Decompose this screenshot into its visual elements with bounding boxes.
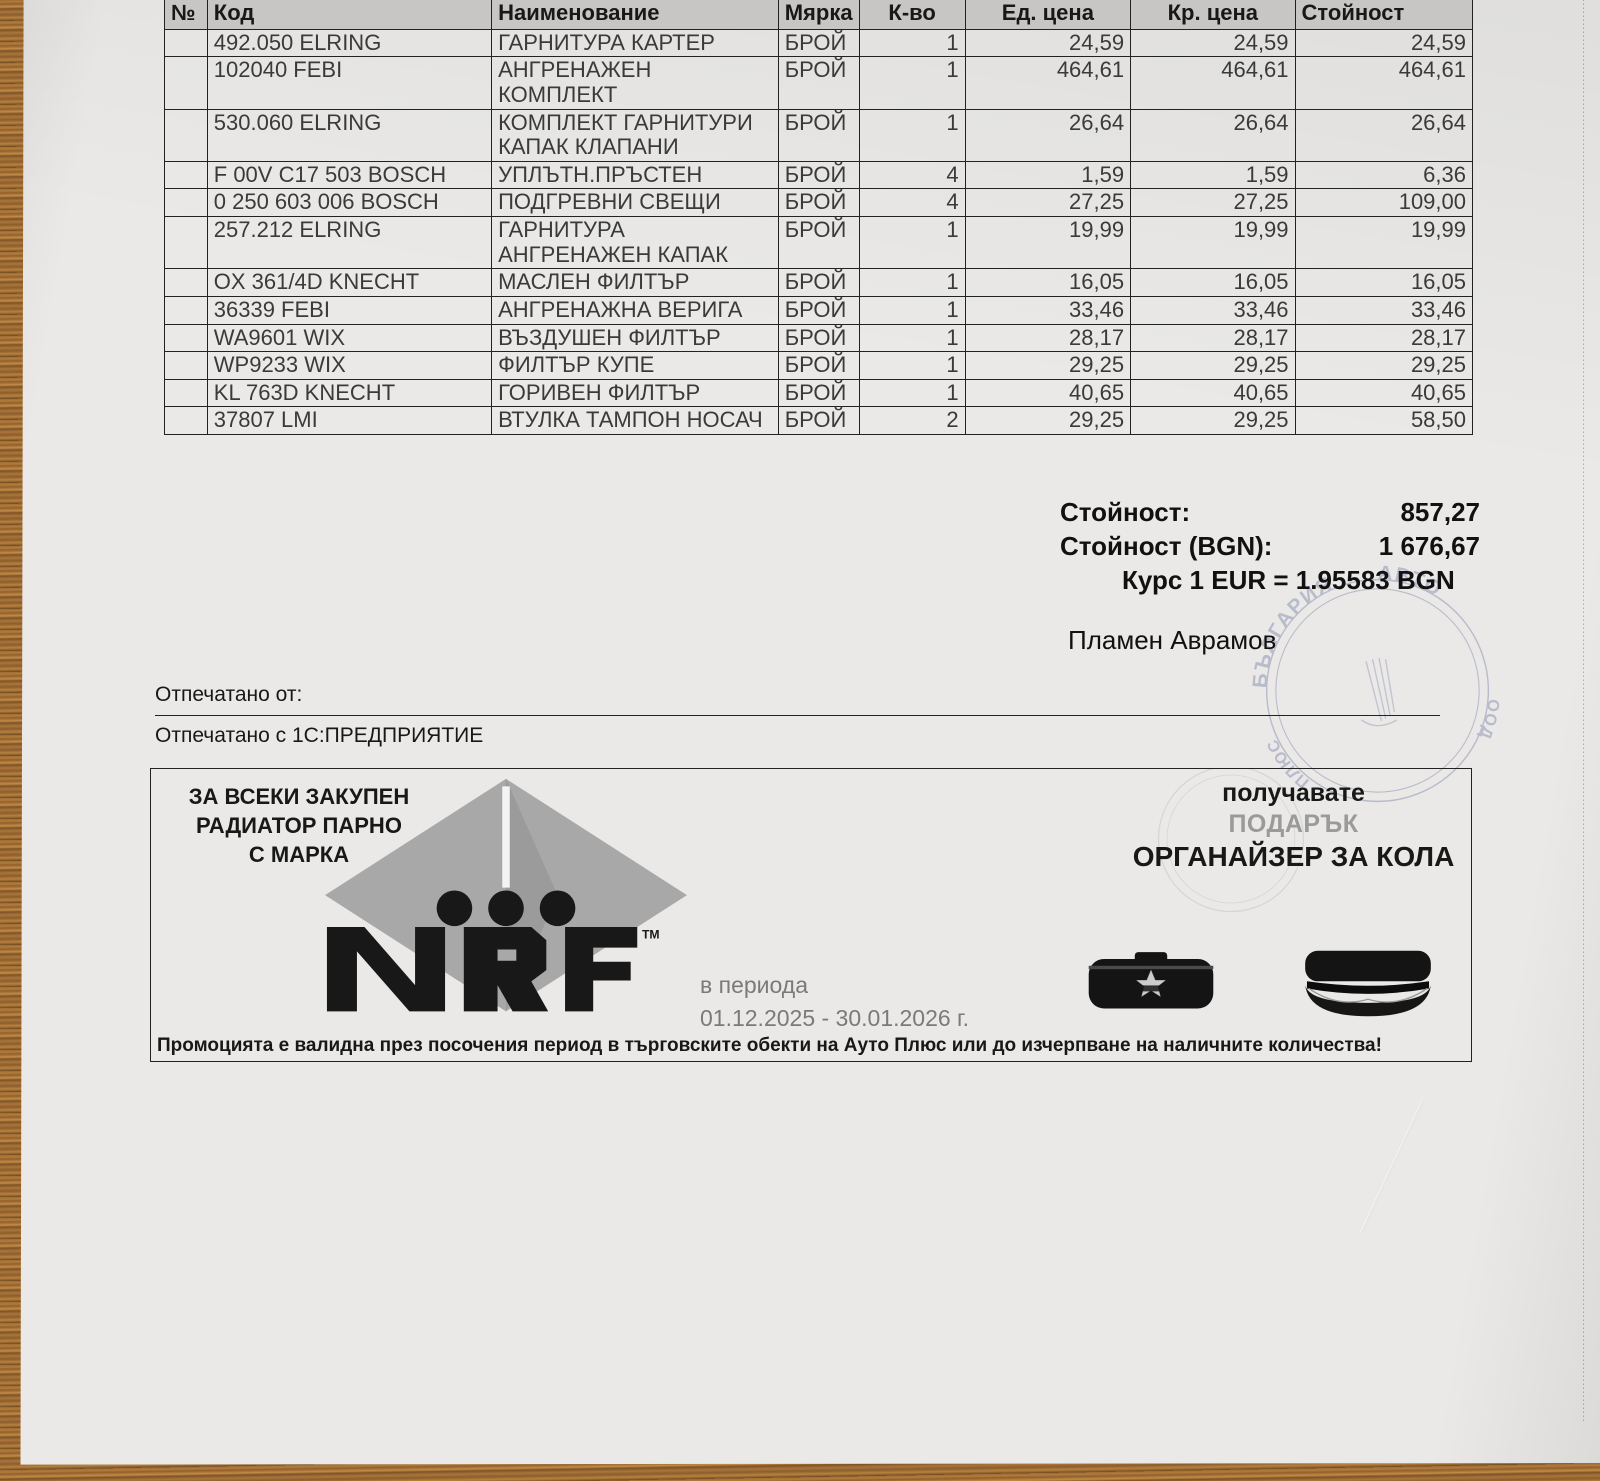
svg-text:ООД: ООД [1475,698,1502,742]
svg-text:TM: TM [642,927,660,941]
